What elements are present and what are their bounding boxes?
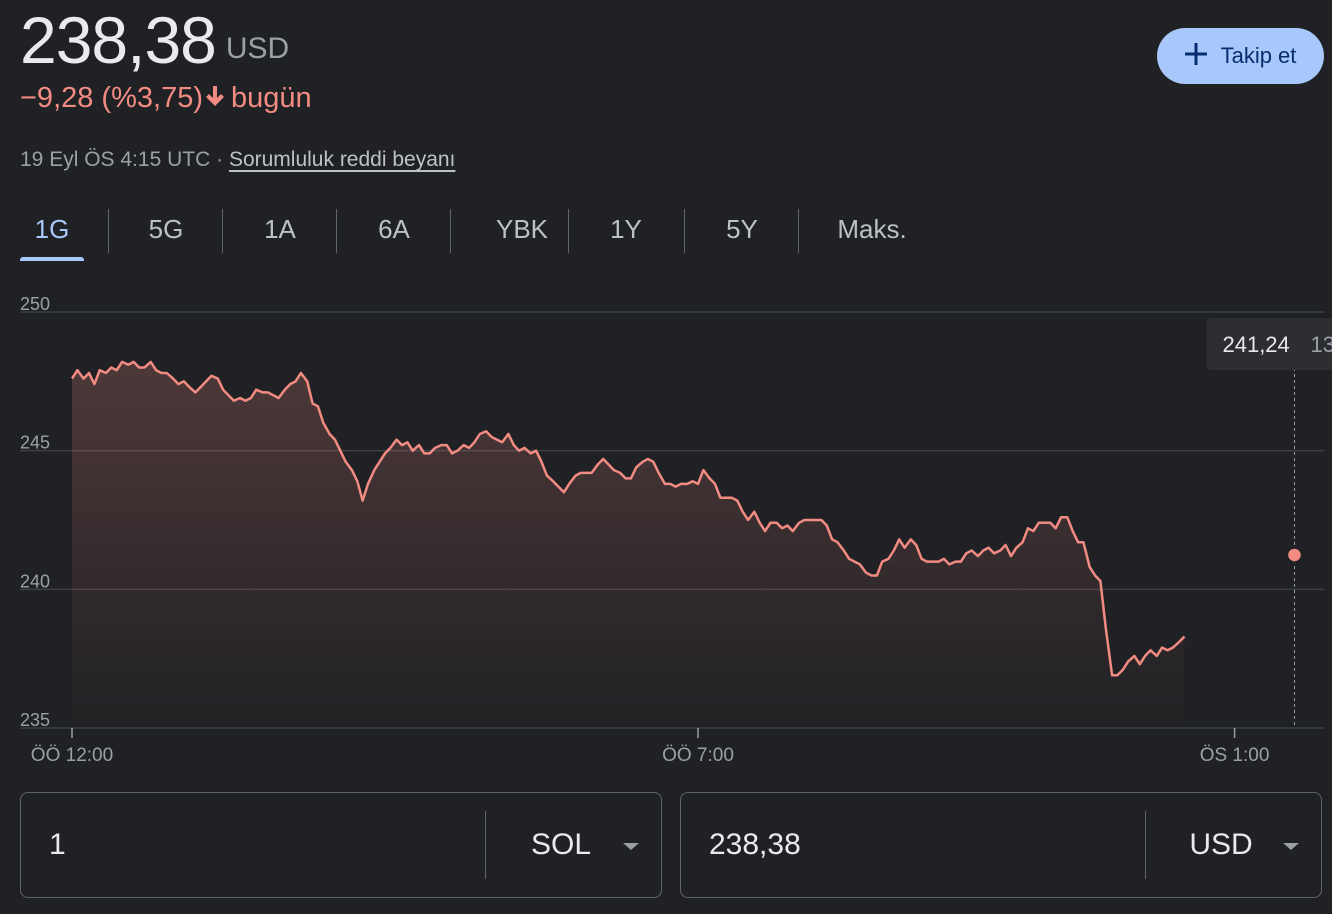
price-header: 238,38 USD: [20, 0, 289, 80]
price-change: −9,28 (%3,75) bugün: [20, 82, 312, 115]
timestamp: 19 Eyl ÖS 4:15 UTC: [20, 148, 211, 171]
hover-point: [1286, 547, 1303, 563]
current-price: 238,38: [20, 3, 217, 77]
time-range-tabs: 1G 5G 1A 6A YBK 1Y 5Y Maks.: [20, 205, 1020, 261]
converter-from[interactable]: 1 SOL: [20, 792, 662, 898]
chevron-down-icon[interactable]: [1283, 843, 1299, 850]
x-tick-label: ÖÖ 7:00: [662, 745, 734, 766]
tab-separator: [798, 209, 799, 253]
y-tick-label: 250: [20, 294, 50, 314]
tab-maks[interactable]: Maks.: [837, 214, 907, 244]
tab-5y[interactable]: 5Y: [726, 214, 758, 244]
price-line: [70, 360, 1186, 677]
y-tick-label: 245: [20, 433, 50, 453]
tab-separator: [222, 209, 223, 253]
to-amount-input[interactable]: 238,38: [709, 828, 801, 861]
plus-icon: [1184, 41, 1207, 71]
tab-1a[interactable]: 1A: [264, 214, 296, 244]
y-tick-label: 240: [20, 571, 50, 591]
price-chart: 250 245 240 235 ÖÖ 12:00 ÖÖ 7:00 ÖS 1:00 241,24…: [20, 294, 1332, 766]
from-unit-select[interactable]: SOL: [530, 828, 592, 861]
tab-separator: [568, 209, 569, 253]
meta-row: 19 Eyl ÖS 4:15 UTC · Sorumluluk reddi be…: [20, 148, 455, 172]
change-value: −9,28 (%3,75): [20, 82, 203, 114]
tooltip-value: 241,24: [1222, 332, 1289, 357]
tab-1g[interactable]: 1G: [20, 205, 84, 261]
follow-label: Takip et: [1220, 43, 1297, 68]
arrow-down-icon: [205, 82, 225, 115]
price-currency: USD: [225, 32, 290, 65]
tooltip-box: [1206, 318, 1332, 370]
converter-divider: [485, 811, 486, 879]
tab-5g[interactable]: 5G: [148, 214, 184, 244]
tab-separator: [108, 209, 109, 253]
tab-separator: [450, 209, 451, 253]
chevron-down-icon[interactable]: [623, 843, 639, 850]
meta-separator: ·: [216, 148, 224, 171]
price-area: [72, 361, 1185, 728]
disclaimer-link[interactable]: Sorumluluk reddi beyanı: [228, 148, 456, 171]
tooltip-time: 13:40: [1310, 332, 1332, 357]
tab-separator: [684, 209, 685, 253]
change-period: bugün: [230, 82, 312, 114]
converter-divider: [1145, 811, 1146, 879]
tab-separator: [336, 209, 337, 253]
tab-ybk[interactable]: YBK: [495, 214, 549, 244]
x-tick-label: ÖÖ 12:00: [31, 745, 113, 766]
from-amount-input[interactable]: 1: [49, 828, 66, 861]
tab-1y[interactable]: 1Y: [610, 214, 642, 244]
x-tick-label: ÖS 1:00: [1200, 745, 1270, 766]
converter-to[interactable]: 238,38 USD: [680, 792, 1322, 898]
y-tick-label: 235: [20, 710, 50, 730]
to-unit-select[interactable]: USD: [1189, 828, 1253, 861]
follow-button[interactable]: Takip et: [1157, 28, 1324, 84]
tab-6a[interactable]: 6A: [378, 214, 410, 244]
